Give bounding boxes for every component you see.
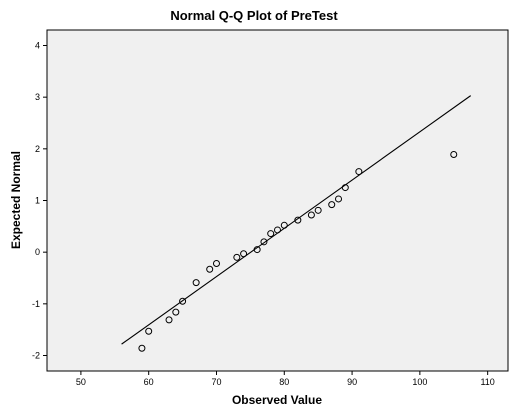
data-point (192, 279, 200, 287)
x-tick-label: 70 (211, 377, 221, 387)
data-point (233, 253, 241, 261)
data-point (240, 250, 248, 258)
data-point (341, 184, 349, 192)
data-point (145, 327, 153, 335)
data-point (450, 151, 458, 159)
y-tick-label: -1 (32, 299, 40, 309)
x-tick-label: 80 (279, 377, 289, 387)
data-point (172, 308, 180, 316)
data-point (165, 316, 173, 324)
data-point (212, 260, 220, 268)
data-point (253, 246, 261, 254)
data-point (314, 206, 322, 214)
data-point (267, 230, 275, 238)
data-points (138, 151, 458, 352)
y-tick-label: 2 (35, 144, 40, 154)
data-point (294, 216, 302, 224)
plot-area (46, 29, 509, 372)
y-tick-label: 0 (35, 247, 40, 257)
data-point (206, 265, 214, 273)
y-tick-label: 4 (35, 41, 40, 51)
data-point (335, 195, 343, 203)
y-tick-label: 3 (35, 92, 40, 102)
x-tick-label: 90 (347, 377, 357, 387)
y-tick-label: -2 (32, 351, 40, 361)
data-point (355, 168, 363, 176)
data-point (280, 221, 288, 229)
y-axis: -2 -1 0 1 2 3 4 (32, 41, 47, 361)
x-tick-label: 110 (480, 377, 494, 387)
x-tick-label: 50 (76, 377, 86, 387)
data-point (179, 297, 187, 305)
data-point (260, 238, 268, 246)
y-tick-label: 1 (35, 196, 40, 206)
data-point (307, 211, 315, 219)
x-axis: 50 60 70 80 90 100 110 (76, 371, 495, 387)
x-axis-label: Observed Value (232, 393, 322, 407)
data-point (328, 201, 336, 209)
data-point (138, 344, 146, 352)
y-axis-label: Expected Normal (9, 151, 23, 249)
data-point (274, 226, 281, 234)
x-tick-label: 100 (412, 377, 427, 387)
chart-title: Normal Q-Q Plot of PreTest (170, 8, 338, 23)
x-tick-label: 60 (144, 377, 154, 387)
